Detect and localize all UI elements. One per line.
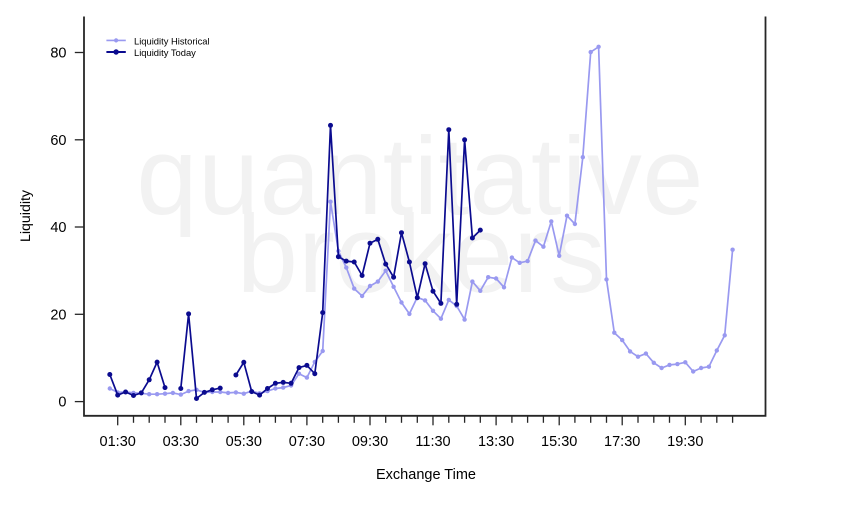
svg-text:09:30: 09:30 — [352, 434, 388, 450]
svg-text:Liquidity Today: Liquidity Today — [134, 47, 196, 58]
svg-text:17:30: 17:30 — [604, 434, 640, 450]
svg-text:11:30: 11:30 — [415, 434, 450, 450]
svg-text:80: 80 — [50, 46, 66, 62]
svg-text:19:30: 19:30 — [667, 434, 703, 450]
svg-text:Liquidity: Liquidity — [18, 189, 34, 242]
svg-text:0: 0 — [58, 395, 66, 411]
svg-text:03:30: 03:30 — [163, 434, 199, 450]
svg-text:40: 40 — [50, 220, 66, 236]
svg-text:05:30: 05:30 — [226, 434, 262, 450]
svg-text:brokers: brokers — [237, 193, 606, 316]
svg-text:60: 60 — [50, 133, 66, 149]
svg-text:Exchange Time: Exchange Time — [376, 467, 476, 483]
svg-text:20: 20 — [50, 307, 66, 323]
svg-text:15:30: 15:30 — [541, 434, 577, 450]
svg-text:01:30: 01:30 — [100, 434, 136, 450]
svg-text:13:30: 13:30 — [478, 434, 514, 450]
svg-text:07:30: 07:30 — [289, 434, 325, 450]
svg-text:quantitative: quantitative — [136, 115, 703, 238]
svg-text:Liquidity Historical: Liquidity Historical — [134, 36, 210, 47]
